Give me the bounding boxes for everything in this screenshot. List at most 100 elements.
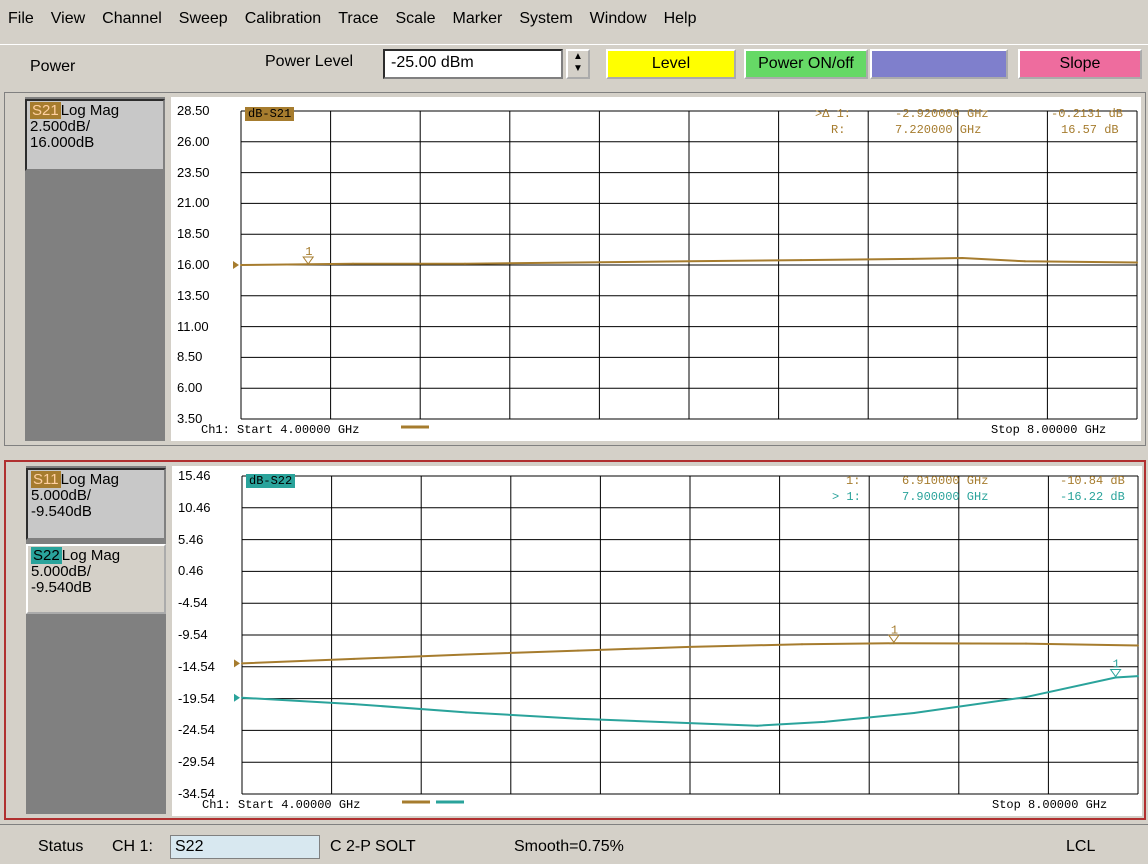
power-on-off-button[interactable]: Power ON/off <box>744 49 868 79</box>
data-point <box>756 724 759 727</box>
marker-triangle-icon <box>887 634 900 644</box>
plot-area-1[interactable]: 28.50 26.00 23.50 21.00 18.50 16.00 13.50 11.00… <box>171 97 1141 441</box>
toolbar-title: Power <box>30 58 76 75</box>
status-bar: Status CH 1: S22 C 2-P SOLT Smooth=0.75%… <box>0 824 1148 864</box>
power-level-spinner[interactable]: ▲ ▼ <box>566 49 590 79</box>
data-point <box>1024 260 1026 263</box>
menu-calibration[interactable]: Calibration <box>244 10 322 27</box>
marker-number: 1 <box>1113 657 1120 671</box>
level-button[interactable]: Level <box>606 49 736 79</box>
trace-param: S22 <box>31 547 62 564</box>
marker-triangle-icon <box>1109 668 1122 678</box>
calibration-status: C 2-P SOLT <box>330 838 416 855</box>
data-point <box>465 653 467 656</box>
data-point <box>961 256 964 259</box>
stop-frequency: Stop 8.00000 GHz <box>992 798 1108 812</box>
marker-s11-value: -10.84 dB <box>1060 474 1125 488</box>
y-tick-label: 8.50 <box>177 349 203 365</box>
data-point <box>1114 676 1117 679</box>
trace-label: dB-S22 <box>246 474 296 488</box>
data-point <box>464 262 466 265</box>
power-level-input[interactable]: -25.00 dBm <box>383 49 563 79</box>
blank-softkey-button[interactable] <box>870 49 1008 79</box>
data-point <box>1137 675 1139 678</box>
menu-file[interactable]: File <box>8 10 34 27</box>
menu-view[interactable]: View <box>50 10 86 27</box>
data-point <box>576 261 578 264</box>
trace-format: Log Mag <box>60 471 119 488</box>
measurement-window-2[interactable]: S11 Log Mag 5.000dB/ -9.540dB S22 Log Mag … <box>4 460 1146 820</box>
measurement-window-1[interactable]: S21 Log Mag 2.500dB/ 16.000dB 28.50 26.00 2… <box>4 92 1146 446</box>
y-tick-label: 16.00 <box>177 257 210 272</box>
data-point <box>801 643 803 646</box>
smoothing-status: Smooth=0.75% <box>514 838 624 855</box>
menu-marker[interactable]: Marker <box>452 10 503 27</box>
marker-number: 1 <box>305 245 312 259</box>
trace-s22-box[interactable]: S22 Log Mag 5.000dB/ -9.540dB <box>26 544 166 614</box>
data-point <box>352 262 354 265</box>
menu-help[interactable]: Help <box>663 10 697 27</box>
data-point <box>1025 696 1027 699</box>
slope-button[interactable]: Slope <box>1018 49 1142 79</box>
marker-s22-freq: 7.900000 GHz <box>902 490 989 504</box>
data-point <box>241 696 243 699</box>
stop-frequency: Stop 8.00000 GHz <box>991 423 1107 437</box>
data-point <box>800 259 802 262</box>
trace-s11-box[interactable]: S11 Log Mag 5.000dB/ -9.540dB <box>26 468 166 540</box>
menu-scale[interactable]: Scale <box>395 10 436 27</box>
marker-1-value: -0.2131 dB <box>1051 107 1124 121</box>
menu-system[interactable]: System <box>519 10 573 27</box>
status-label: Status <box>38 838 84 855</box>
trace-s21-box[interactable]: S21 Log Mag 2.500dB/ 16.000dB <box>25 99 165 171</box>
y-tick-label: -4.54 <box>178 595 208 611</box>
data-point <box>1025 642 1027 645</box>
data-point <box>353 657 355 660</box>
data-point <box>912 257 914 260</box>
chart-svg-2: 11 <box>234 475 1139 804</box>
data-point <box>823 720 826 723</box>
data-point <box>577 717 579 720</box>
chart-svg-1: 1 <box>233 110 1138 429</box>
data-point <box>689 645 691 648</box>
menu-trace[interactable]: Trace <box>338 10 379 27</box>
trace-param: S11 <box>31 471 61 488</box>
menu-sweep[interactable]: Sweep <box>178 10 228 27</box>
menu-bar: File View Channel Sweep Calibration Trace Scal… <box>0 0 1148 44</box>
reference-arrow-icon <box>234 659 240 668</box>
data-point <box>1136 261 1138 264</box>
y-tick-label: 28.50 <box>177 103 210 118</box>
y-tick-label: 13.50 <box>177 287 210 303</box>
marker-1-name: >Δ 1: <box>815 107 852 121</box>
data-point <box>913 711 915 714</box>
menu-window[interactable]: Window <box>589 10 647 27</box>
y-tick-label: -9.54 <box>178 627 208 642</box>
reference-arrow-icon <box>233 261 239 269</box>
menu-channel[interactable]: Channel <box>102 10 162 27</box>
trace-format: Log Mag <box>61 547 121 564</box>
data-point <box>688 260 690 263</box>
marker-s11-freq: 6.910000 GHz <box>902 474 989 488</box>
trace-scale: 5.000dB/ <box>31 563 92 580</box>
marker-s22-value: -16.22 dB <box>1060 490 1125 504</box>
data-point <box>1137 644 1139 647</box>
plot-area-2[interactable]: 15.46 10.46 5.46 0.46 -4.54 -9.54 -14.54 -19.54… <box>172 466 1142 816</box>
trace-ref: 16.000dB <box>30 134 95 151</box>
data-point <box>465 711 467 714</box>
power-level-label: Power Level <box>265 53 354 70</box>
data-point <box>577 649 579 652</box>
y-tick-label: 15.46 <box>178 468 211 483</box>
y-tick-label: 10.46 <box>178 499 211 515</box>
marker-1-freq: -2.920000 GHz <box>895 107 989 121</box>
data-point <box>241 662 243 665</box>
reference-arrow-icon <box>234 693 240 702</box>
y-tick-label: 3.50 <box>177 411 203 426</box>
active-trace-field[interactable]: S22 <box>170 835 320 859</box>
trace-ref: -9.540dB <box>31 579 92 596</box>
y-tick-label: 5.46 <box>178 531 204 547</box>
spin-up-icon[interactable]: ▲ <box>573 51 583 62</box>
y-tick-label: -14.54 <box>178 658 215 674</box>
marker-r-freq: 7.220000 GHz <box>895 123 982 137</box>
spin-down-icon[interactable]: ▼ <box>573 63 583 74</box>
y-tick-label: 11.00 <box>177 318 209 334</box>
y-tick-label: 23.50 <box>177 164 210 180</box>
